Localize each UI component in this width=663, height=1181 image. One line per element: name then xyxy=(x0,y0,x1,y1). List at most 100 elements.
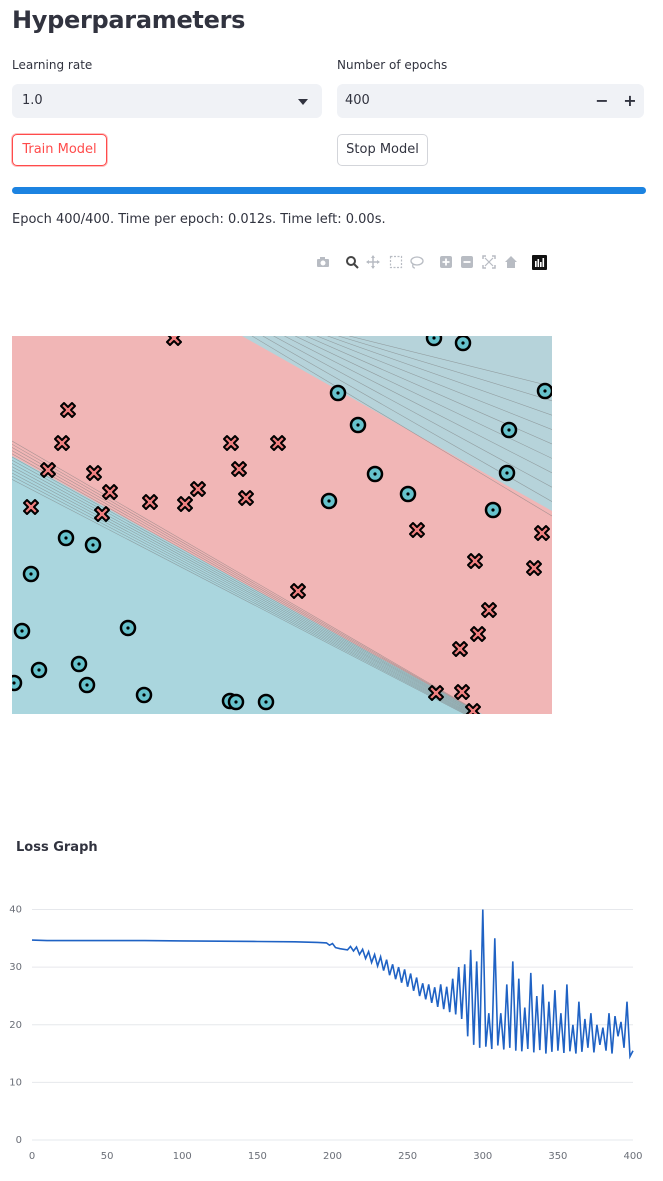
train-model-button[interactable]: Train Model xyxy=(12,134,107,166)
epochs-value: 400 xyxy=(345,93,370,108)
contour-line xyxy=(327,336,552,416)
class-x-point xyxy=(290,583,306,599)
class-o-point xyxy=(13,622,31,640)
class-x-point xyxy=(60,402,76,418)
class-x-point xyxy=(467,553,483,569)
progress-bar-fill xyxy=(12,187,646,194)
x-tick-label: 400 xyxy=(623,1151,642,1162)
y-tick-label: 10 xyxy=(9,1077,22,1088)
contour-line xyxy=(12,469,471,714)
class-x-point xyxy=(166,336,182,346)
contour-line xyxy=(284,336,552,474)
x-tick-label: 350 xyxy=(548,1151,567,1162)
class-o-point xyxy=(30,661,48,679)
x-tick-label: 50 xyxy=(101,1151,114,1162)
class-x-point xyxy=(94,506,110,522)
loss-y-ticks: 0 10 20 30 40 xyxy=(9,905,22,1146)
y-tick-label: 30 xyxy=(9,962,22,973)
class-o-point xyxy=(425,336,443,347)
learning-rate-label: Learning rate xyxy=(12,58,93,72)
x-tick-label: 0 xyxy=(29,1151,35,1162)
contour-lines-lower xyxy=(12,440,473,714)
loss-grid xyxy=(32,909,633,1141)
class-x-point xyxy=(465,703,481,714)
class-x-point xyxy=(86,465,102,481)
x-tick-label: 150 xyxy=(248,1151,267,1162)
plotly-logo-icon[interactable] xyxy=(532,255,547,270)
reset-axes-icon[interactable] xyxy=(504,255,518,269)
class-o-point xyxy=(454,336,472,352)
y-tick-label: 20 xyxy=(9,1020,22,1031)
class-o-point xyxy=(366,465,384,483)
class-x-point xyxy=(190,481,206,497)
class-x-point xyxy=(409,522,425,538)
class-x-point xyxy=(526,560,542,576)
x-tick-label: 100 xyxy=(173,1151,192,1162)
y-tick-label: 40 xyxy=(9,905,22,916)
contour-line xyxy=(12,466,472,714)
class-x-point xyxy=(223,435,239,451)
decision-boundary-plot[interactable] xyxy=(12,336,552,714)
class-o-point xyxy=(227,693,245,711)
class-x-point xyxy=(534,525,550,541)
class-o-point xyxy=(57,529,75,547)
class-o-point xyxy=(536,382,552,400)
class-o-point xyxy=(135,686,153,704)
contour-line xyxy=(12,475,467,714)
contour-line xyxy=(12,447,473,710)
learning-rate-value: 1.0 xyxy=(22,93,43,108)
loss-x-ticks: 0 50 100 150 200 250 300 350 400 xyxy=(29,1151,643,1162)
decrement-button[interactable]: − xyxy=(595,91,609,110)
learning-rate-select[interactable]: 1.0 xyxy=(12,84,322,118)
zoom-in-icon[interactable] xyxy=(439,255,453,269)
chevron-down-icon xyxy=(298,99,308,105)
class-x-point xyxy=(454,684,470,700)
contour-line xyxy=(12,472,469,714)
y-tick-label: 0 xyxy=(16,1135,22,1146)
contour-line xyxy=(338,336,552,402)
contour-line xyxy=(12,440,473,709)
class-o-point xyxy=(399,485,417,503)
class-o-point xyxy=(12,674,23,692)
zoom-out-icon[interactable] xyxy=(460,255,474,269)
box-select-icon[interactable] xyxy=(389,255,403,269)
contour-line xyxy=(12,463,473,714)
x-tick-label: 300 xyxy=(473,1151,492,1162)
contour-line xyxy=(12,479,466,714)
class-o-point xyxy=(119,619,137,637)
epochs-number-input[interactable]: 400 − + xyxy=(337,84,644,118)
stop-model-button[interactable]: Stop Model xyxy=(337,134,428,166)
class-o-point xyxy=(78,676,96,694)
loss-chart[interactable]: 0 10 20 30 40 0 50 100 150 200 250 300 350 400 xyxy=(0,880,663,1170)
progress-bar xyxy=(12,187,646,194)
contour-line xyxy=(12,443,473,710)
contour-line xyxy=(12,450,473,711)
class-x-point xyxy=(428,685,444,701)
class-x-point xyxy=(481,602,497,618)
class-x-point xyxy=(231,461,247,477)
class-x-point xyxy=(177,496,193,512)
contour-line xyxy=(251,336,552,517)
zoom-icon[interactable] xyxy=(345,255,359,269)
class-o-point xyxy=(22,565,40,583)
contour-line xyxy=(12,456,473,713)
epochs-label: Number of epochs xyxy=(337,58,448,72)
pan-icon[interactable] xyxy=(366,255,380,269)
data-points xyxy=(12,336,552,714)
class-x-point xyxy=(54,435,70,451)
increment-button[interactable]: + xyxy=(623,91,637,110)
contour-line xyxy=(349,336,552,387)
class-o-point xyxy=(320,492,338,510)
x-tick-label: 250 xyxy=(398,1151,417,1162)
camera-icon[interactable] xyxy=(316,255,330,269)
training-status: Epoch 400/400. Time per epoch: 0.012s. T… xyxy=(12,212,386,227)
class-o-point xyxy=(500,421,518,439)
class-o-point xyxy=(498,464,516,482)
class-x-point xyxy=(270,435,286,451)
page-title: Hyperparameters xyxy=(12,6,246,34)
class-o-point xyxy=(257,693,275,711)
lasso-select-icon[interactable] xyxy=(410,255,424,269)
class-x-point xyxy=(142,494,158,510)
autoscale-icon[interactable] xyxy=(482,255,496,269)
contour-line xyxy=(12,459,473,714)
